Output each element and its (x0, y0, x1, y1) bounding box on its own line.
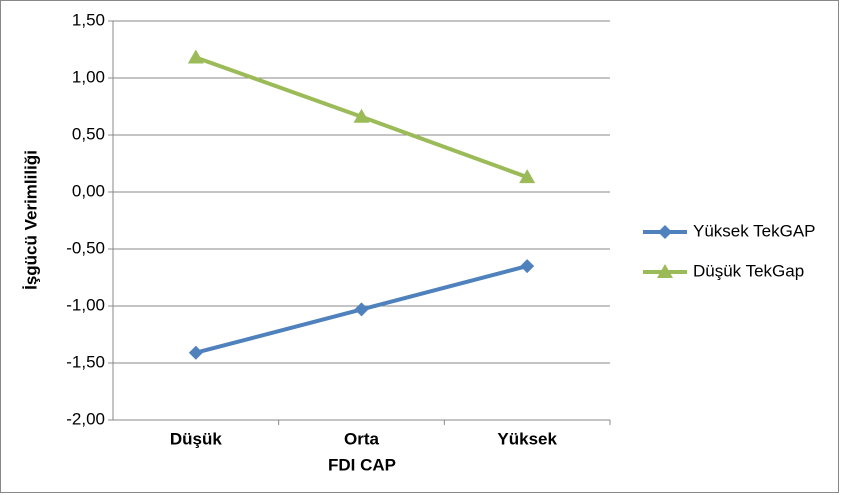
marker-triangle (519, 169, 536, 184)
y-tick-label: -2,00 (66, 409, 105, 428)
marker-triangle (187, 49, 204, 64)
y-tick-label: 0,00 (72, 181, 105, 200)
y-tick-label: 1,00 (72, 67, 105, 86)
marker-diamond (520, 259, 535, 274)
marker-diamond (354, 302, 369, 317)
x-tick-label: Orta (344, 429, 380, 448)
legend-label: Düşük TekGap (693, 261, 804, 280)
y-axis-label: İşgücü Verimliliği (21, 150, 40, 290)
marker-triangle (657, 264, 673, 278)
marker-diamond (188, 345, 203, 360)
x-tick-label: Yüksek (497, 429, 557, 448)
y-tick-label: -0,50 (66, 238, 105, 257)
marker-diamond (658, 225, 672, 239)
marker-triangle (353, 108, 370, 123)
y-tick-label: 1,50 (72, 10, 105, 29)
y-tick-label: -1,50 (66, 352, 105, 371)
x-tick-label: Düşük (170, 429, 223, 448)
y-tick-label: -1,00 (66, 295, 105, 314)
y-tick-label: 0,50 (72, 124, 105, 143)
legend-label: Yüksek TekGAP (693, 221, 816, 240)
x-axis-label: FDI CAP (328, 455, 396, 474)
